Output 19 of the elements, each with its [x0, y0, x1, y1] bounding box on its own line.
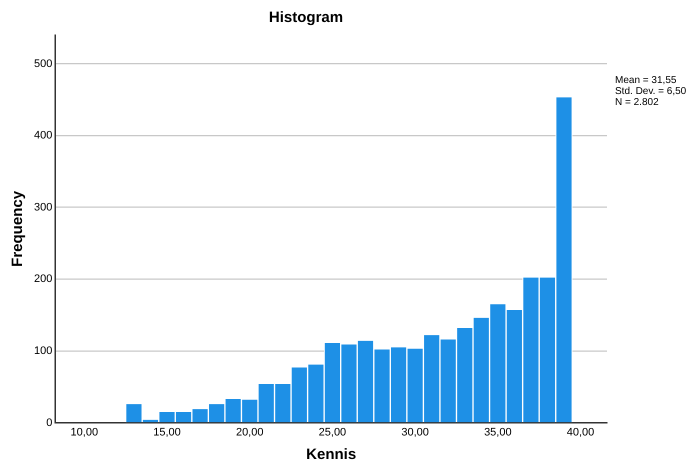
x-tick-label: 15,00 — [153, 426, 181, 438]
y-tick-label: 300 — [34, 201, 52, 214]
x-tick-label: 20,00 — [236, 426, 264, 438]
x-tick-label: 25,00 — [318, 426, 346, 438]
y-axis-title: Frequency — [9, 190, 26, 267]
x-axis-title: Kennis — [306, 446, 356, 464]
y-tick-label: 100 — [34, 345, 52, 358]
y-tick-label: 400 — [34, 130, 52, 142]
y-tick-label: 0 — [46, 416, 52, 429]
y-tick-label: 200 — [34, 273, 52, 286]
chart-title: Histogram — [268, 9, 344, 26]
text: Mean = 31,55 — [615, 74, 677, 86]
text: Std. Dev. = 6,50 — [615, 86, 687, 97]
x-tick-label: 30,00 — [401, 426, 429, 438]
text: N = 2.802 — [615, 96, 660, 108]
y-tick-label: 500 — [34, 58, 52, 70]
x-tick-label: 40,00 — [566, 426, 594, 438]
x-tick-label: 10,00 — [70, 426, 98, 438]
x-tick-label: 35,00 — [484, 426, 512, 438]
